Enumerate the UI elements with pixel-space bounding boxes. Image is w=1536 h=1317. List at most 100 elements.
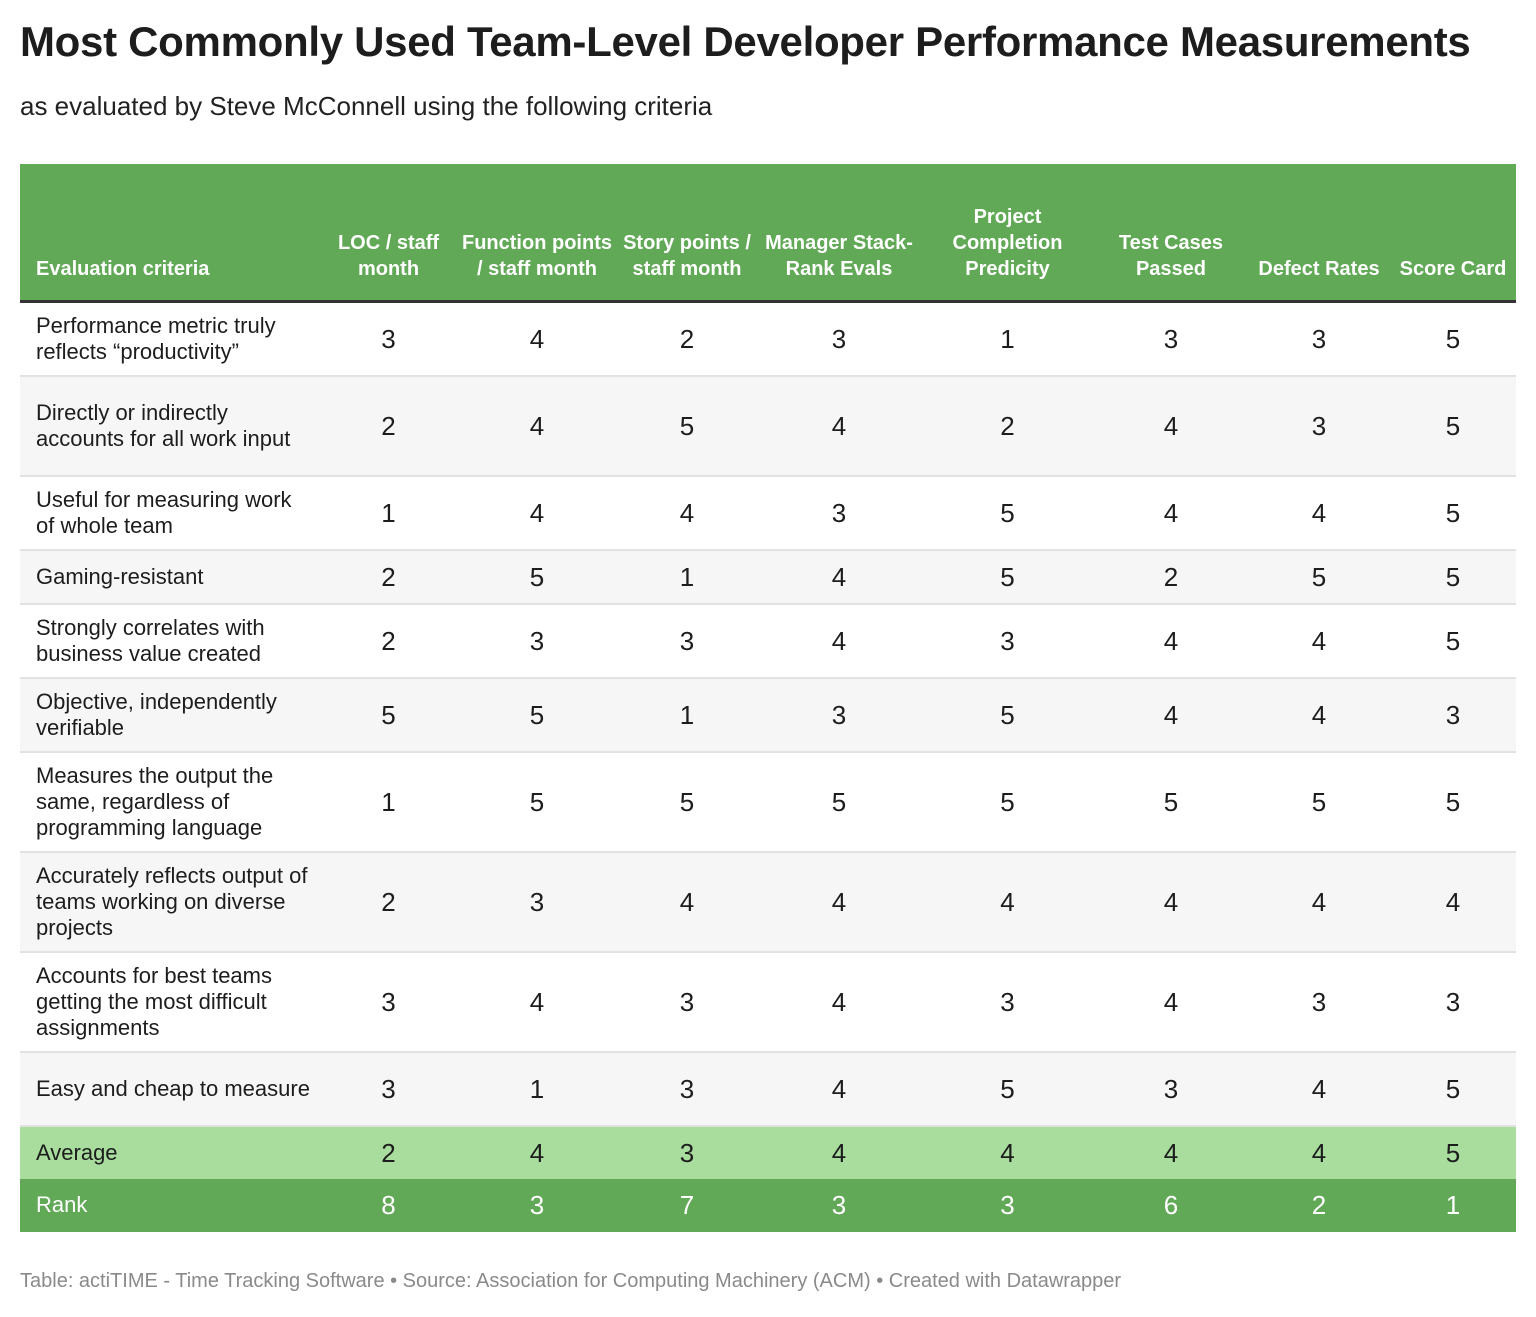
table-row: Gaming-resistant 2 5 1 4 5 2 5 5	[20, 549, 1516, 605]
score-cell: 5	[1390, 549, 1516, 605]
column-header[interactable]: Function points / staff month	[457, 164, 617, 303]
average-row: Average 2 4 3 4 4 4 4 5	[20, 1125, 1516, 1179]
rank-cell: 2	[1248, 1178, 1390, 1232]
column-header[interactable]: Defect Rates	[1248, 164, 1390, 303]
score-cell: 5	[1390, 475, 1516, 551]
rank-cell: 3	[757, 1178, 921, 1232]
row-label: Accounts for best teams getting the most…	[20, 951, 320, 1053]
score-cell: 1	[320, 751, 457, 853]
score-cell: 5	[1094, 751, 1248, 853]
score-cell: 4	[1094, 475, 1248, 551]
score-cell: 3	[1248, 301, 1390, 377]
table-row: Accurately reflects output of teams work…	[20, 851, 1516, 953]
score-cell: 4	[921, 851, 1094, 953]
row-label: Measures the output the same, regardless…	[20, 751, 320, 853]
score-cell: 4	[457, 375, 617, 477]
column-header[interactable]: Evaluation criteria	[20, 164, 320, 303]
column-header[interactable]: Manager Stack-Rank Evals	[757, 164, 921, 303]
row-label: Objective, independently verifiable	[20, 677, 320, 753]
score-cell: 5	[1390, 1051, 1516, 1127]
score-cell: 5	[617, 375, 757, 477]
score-cell: 3	[617, 603, 757, 679]
table-row: Useful for measuring work of whole team 1…	[20, 475, 1516, 551]
average-cell: 2	[320, 1125, 457, 1179]
score-cell: 5	[457, 677, 617, 753]
score-cell: 4	[1390, 851, 1516, 953]
score-cell: 2	[320, 603, 457, 679]
score-cell: 3	[1248, 951, 1390, 1053]
score-cell: 1	[921, 301, 1094, 377]
score-cell: 4	[1094, 603, 1248, 679]
average-cell: 4	[1094, 1125, 1248, 1179]
score-cell: 3	[757, 677, 921, 753]
score-cell: 3	[1248, 375, 1390, 477]
row-label: Gaming-resistant	[20, 549, 320, 605]
column-header[interactable]: Test Cases Passed	[1094, 164, 1248, 303]
row-label: Directly or indirectly accounts for all …	[20, 375, 320, 477]
score-cell: 3	[921, 603, 1094, 679]
score-cell: 4	[1094, 851, 1248, 953]
table-row: Easy and cheap to measure 3 1 3 4 5 3 4 5	[20, 1051, 1516, 1127]
score-cell: 4	[1094, 951, 1248, 1053]
average-cell: 4	[757, 1125, 921, 1179]
column-header[interactable]: Score Card	[1390, 164, 1516, 303]
score-cell: 5	[1390, 301, 1516, 377]
score-cell: 4	[1094, 375, 1248, 477]
average-cell: 4	[457, 1125, 617, 1179]
table-row: Directly or indirectly accounts for all …	[20, 375, 1516, 477]
score-cell: 4	[757, 951, 921, 1053]
score-cell: 3	[320, 1051, 457, 1127]
score-cell: 5	[617, 751, 757, 853]
row-label: Performance metric truly reflects “produ…	[20, 301, 320, 377]
column-header[interactable]: Story points / staff month	[617, 164, 757, 303]
score-cell: 3	[320, 301, 457, 377]
rank-cell: 3	[921, 1178, 1094, 1232]
score-cell: 3	[1094, 1051, 1248, 1127]
score-cell: 1	[617, 677, 757, 753]
score-cell: 5	[757, 751, 921, 853]
row-label: Useful for measuring work of whole team	[20, 475, 320, 551]
score-cell: 4	[1248, 851, 1390, 953]
score-cell: 4	[457, 301, 617, 377]
score-cell: 4	[457, 951, 617, 1053]
table-row: Accounts for best teams getting the most…	[20, 951, 1516, 1053]
column-header[interactable]: LOC / staff month	[320, 164, 457, 303]
summary-label: Rank	[20, 1178, 320, 1232]
rank-row: Rank 8 3 7 3 3 6 2 1	[20, 1178, 1516, 1232]
score-cell: 5	[921, 549, 1094, 605]
score-cell: 3	[1390, 677, 1516, 753]
row-label: Strongly correlates with business value …	[20, 603, 320, 679]
score-cell: 3	[457, 603, 617, 679]
score-cell: 4	[1248, 1051, 1390, 1127]
header-row: Evaluation criteria LOC / staff month Fu…	[20, 164, 1516, 303]
score-cell: 5	[457, 751, 617, 853]
score-cell: 4	[757, 375, 921, 477]
column-header[interactable]: Project Completion Predicity	[921, 164, 1094, 303]
rank-cell: 7	[617, 1178, 757, 1232]
table-row: Measures the output the same, regardless…	[20, 751, 1516, 853]
score-cell: 3	[921, 951, 1094, 1053]
rank-cell: 6	[1094, 1178, 1248, 1232]
score-cell: 4	[1094, 677, 1248, 753]
score-cell: 4	[757, 1051, 921, 1127]
score-cell: 5	[320, 677, 457, 753]
evaluation-table: Evaluation criteria LOC / staff month Fu…	[20, 164, 1516, 1232]
summary-label: Average	[20, 1125, 320, 1179]
score-cell: 5	[1248, 751, 1390, 853]
score-cell: 5	[921, 677, 1094, 753]
average-cell: 3	[617, 1125, 757, 1179]
score-cell: 3	[617, 951, 757, 1053]
score-cell: 4	[757, 603, 921, 679]
row-label: Accurately reflects output of teams work…	[20, 851, 320, 953]
rank-cell: 3	[457, 1178, 617, 1232]
score-cell: 1	[457, 1051, 617, 1127]
score-cell: 4	[617, 851, 757, 953]
score-cell: 2	[320, 851, 457, 953]
chart-subtitle: as evaluated by Steve McConnell using th…	[20, 91, 713, 121]
score-cell: 4	[1248, 677, 1390, 753]
average-cell: 4	[921, 1125, 1094, 1179]
score-cell: 5	[457, 549, 617, 605]
score-cell: 2	[320, 549, 457, 605]
score-cell: 3	[1390, 951, 1516, 1053]
score-cell: 5	[1248, 549, 1390, 605]
